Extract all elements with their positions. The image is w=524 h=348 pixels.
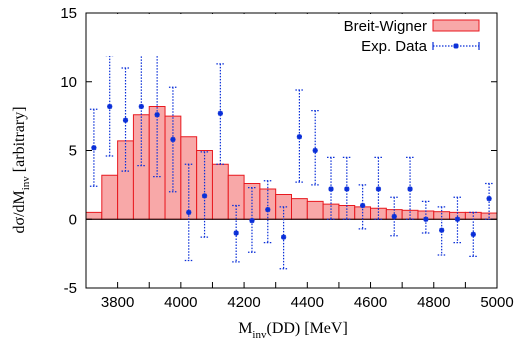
data-point-stroke [296, 134, 302, 140]
data-point [107, 103, 113, 110]
x-tick-label: 4800 [417, 294, 450, 311]
data-point [201, 193, 208, 199]
x-axis-label: Minv(DD) [MeV] [238, 320, 348, 341]
data-point-stroke [186, 209, 192, 215]
y-axis-label: dσ/dMinv [arbitrary] [11, 106, 32, 233]
data-point-stroke [123, 117, 129, 123]
data-point-stroke [391, 213, 397, 220]
plot-area [85, 46, 498, 270]
legend-label-breit-wigner: Breit-Wigner [344, 18, 427, 35]
data-point [138, 103, 144, 110]
data-point [122, 117, 129, 123]
legend-background [104, 14, 482, 56]
legend-point-stroke [453, 43, 459, 49]
data-point [470, 231, 476, 237]
histogram-bar [211, 163, 229, 220]
data-point-stroke [91, 145, 97, 151]
x-axis-label-sub: inv [252, 329, 267, 341]
data-point [217, 110, 223, 116]
data-point [439, 227, 445, 233]
data-point-stroke [233, 230, 239, 236]
data-point [296, 134, 303, 140]
histogram-bar [433, 211, 451, 220]
legend-swatch-breit-wigner [432, 19, 480, 32]
y-tick-label: 0 [69, 211, 77, 228]
histogram-bar [291, 198, 308, 220]
data-point-stroke [265, 207, 271, 213]
y-axis-label-main: dσ/dM [11, 190, 28, 233]
data-point [186, 209, 192, 215]
data-point [280, 234, 287, 240]
data-point [423, 216, 429, 222]
data-point-stroke [486, 196, 492, 202]
data-point-stroke [470, 231, 476, 237]
histogram-bar [306, 200, 324, 220]
y-tick-label: 5 [69, 143, 77, 160]
data-point-stroke [170, 136, 176, 143]
data-point-stroke [439, 227, 445, 233]
y-axis-label-rest: [arbitrary] [11, 106, 28, 176]
data-point [344, 186, 350, 192]
data-point [170, 136, 176, 143]
data-point [249, 218, 255, 224]
legend-marker-exp-data [432, 42, 480, 50]
x-tick-label: 4200 [227, 294, 260, 311]
data-point-stroke [138, 103, 144, 110]
data-point [391, 213, 397, 220]
x-tick-label: 4000 [164, 294, 197, 311]
y-tick-label: -5 [64, 280, 77, 297]
data-point [328, 186, 334, 192]
y-tick-label: 15 [60, 5, 77, 22]
histogram-bar [85, 211, 103, 220]
data-point-stroke [249, 218, 255, 224]
histogram-bar [164, 115, 182, 220]
x-tick-label: 4600 [354, 294, 387, 311]
data-point [407, 186, 413, 192]
data-point-stroke [375, 186, 381, 192]
x-tick-label: 5000 [480, 294, 513, 311]
x-axis-label-rest: (DD) [MeV] [266, 320, 347, 337]
data-point-stroke [202, 193, 208, 199]
y-tick-label: 10 [60, 74, 77, 91]
data-point [454, 216, 461, 222]
histogram-bar [101, 174, 119, 220]
data-point-stroke [344, 186, 350, 192]
legend-label-exp-data: Exp. Data [361, 38, 428, 55]
x-axis-label-main: M [238, 320, 252, 337]
axis-ticks: 3800 4000 4200 4400 4600 4800 5000 -5 0 5 10 15 [60, 5, 513, 311]
data-point-stroke [407, 186, 413, 192]
data-point [486, 196, 492, 202]
data-point-stroke [107, 103, 113, 110]
data-point-stroke [312, 147, 318, 154]
histogram-bar [132, 114, 150, 220]
data-point-stroke [281, 234, 287, 240]
data-point [91, 145, 97, 151]
data-point [154, 112, 160, 118]
legend: Breit-Wigner Exp. Data [104, 14, 482, 56]
data-point-stroke [328, 186, 334, 192]
data-point-stroke [154, 112, 160, 118]
x-tick-label: 3800 [101, 294, 134, 311]
data-point-stroke [454, 216, 460, 222]
data-point [265, 207, 271, 213]
data-point-stroke [217, 110, 223, 116]
data-point [312, 147, 318, 154]
y-axis-label-sub: inv [20, 176, 32, 191]
data-point [233, 230, 239, 236]
x-tick-label: 4400 [291, 294, 324, 311]
data-point [360, 202, 366, 209]
data-point-stroke [360, 202, 366, 209]
data-point [375, 186, 382, 192]
data-point-stroke [423, 216, 429, 222]
